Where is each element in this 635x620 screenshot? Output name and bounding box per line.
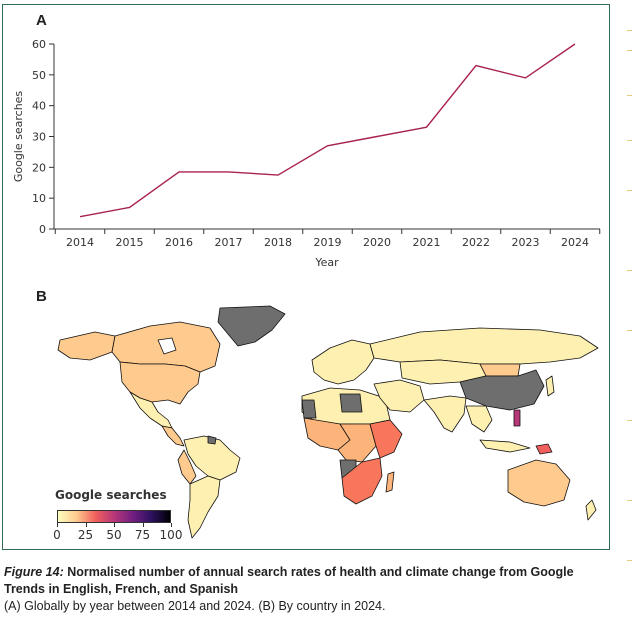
- colorbar-ticks: 0 25 50 75 100: [53, 523, 182, 543]
- x-axis-title: Year: [314, 256, 339, 269]
- map-region-europe: [311, 339, 375, 385]
- map-region-middle-east: [373, 379, 425, 413]
- map-region-greenland: [217, 305, 286, 347]
- map-region-southeast-asia: [465, 405, 493, 433]
- map-region-india: [423, 395, 467, 433]
- y-tick-label: 30: [32, 131, 46, 144]
- y-tick-label: 40: [32, 100, 46, 113]
- world-choropleth-map: [57, 305, 599, 539]
- x-tick-label: 2019: [314, 236, 342, 249]
- figure-frame: [2, 4, 610, 550]
- map-region-southern-africa: [341, 457, 383, 505]
- colorbar-tick-label: 50: [106, 528, 122, 542]
- colorbar-tick-mark: [171, 523, 172, 527]
- panel-a-label: A: [36, 12, 47, 29]
- series-line: [79, 43, 576, 218]
- map-region-hudson-bay: [157, 337, 177, 355]
- colorbar-tick-label: 100: [159, 528, 183, 542]
- map-region-new-zealand: [585, 499, 597, 521]
- x-tick-label: 2018: [264, 236, 292, 249]
- colorbar-title: Google searches: [55, 488, 167, 502]
- map-region-russia: [369, 327, 599, 365]
- map-region-western-sahara: [301, 399, 317, 419]
- y-axis-title: Google searches: [12, 91, 25, 183]
- y-tick-label: 10: [32, 192, 46, 205]
- map-region-papua-new-guinea: [535, 443, 553, 455]
- map-region-australia: [507, 459, 571, 507]
- x-tick-label: 2016: [165, 236, 193, 249]
- map-region-madagascar: [385, 471, 395, 493]
- map-region-mongolia: [479, 363, 521, 377]
- caption-subtitle: (A) Globally by year between 2014 and 20…: [4, 599, 386, 613]
- x-tick-label: 2024: [561, 236, 589, 249]
- colorbar-tick-mark: [85, 523, 87, 527]
- x-tick-label: 2023: [512, 236, 540, 249]
- adjacent-page-edge: [625, 0, 635, 620]
- map-region-east-africa: [369, 419, 403, 459]
- caption-figure-number: Figure 14:: [4, 565, 64, 579]
- map-region-japan: [545, 375, 555, 397]
- x-tick-label: 2021: [413, 236, 441, 249]
- x-tick-label: 2014: [66, 236, 94, 249]
- colorbar-tick-mark: [114, 523, 115, 527]
- map-region-indonesia: [479, 439, 531, 453]
- map-region-philippines: [513, 409, 521, 427]
- y-tick-label: 50: [32, 69, 46, 82]
- y-tick-label: 0: [39, 223, 46, 236]
- map-region-china: [459, 369, 545, 411]
- colorbar-tick-mark: [142, 523, 144, 527]
- map-region-south-america-south: [187, 475, 221, 539]
- map-region-alaska: [57, 331, 116, 361]
- colorbar-tick-mark: [57, 523, 58, 527]
- colorbar-tick-label: 75: [134, 528, 151, 542]
- x-tick-label: 2017: [215, 236, 243, 249]
- y-tick-label: 60: [32, 38, 46, 51]
- figure-caption: Figure 14: Normalised number of annual s…: [4, 564, 604, 615]
- x-tick-label: 2022: [462, 236, 490, 249]
- map-region-mexico: [129, 391, 173, 429]
- caption-title: Normalised number of annual search rates…: [4, 565, 574, 596]
- colorbar-tick-label: 25: [77, 528, 94, 542]
- x-tick-label: 2015: [116, 236, 144, 249]
- map-region-central-america: [161, 425, 185, 447]
- x-tick-label: 2020: [363, 236, 391, 249]
- map-region-libya: [339, 393, 363, 413]
- line-chart: 0 10 20 30 40 50 60 2014 2015 2016 2017 2018 2019 202…: [12, 38, 601, 269]
- panel-b-label: B: [36, 288, 47, 305]
- map-region-usa: [119, 361, 201, 405]
- colorbar-tick-label: 0: [53, 528, 61, 542]
- map-region-guiana: [207, 435, 217, 445]
- y-tick-label: 20: [32, 161, 46, 174]
- colorbar: [57, 510, 171, 523]
